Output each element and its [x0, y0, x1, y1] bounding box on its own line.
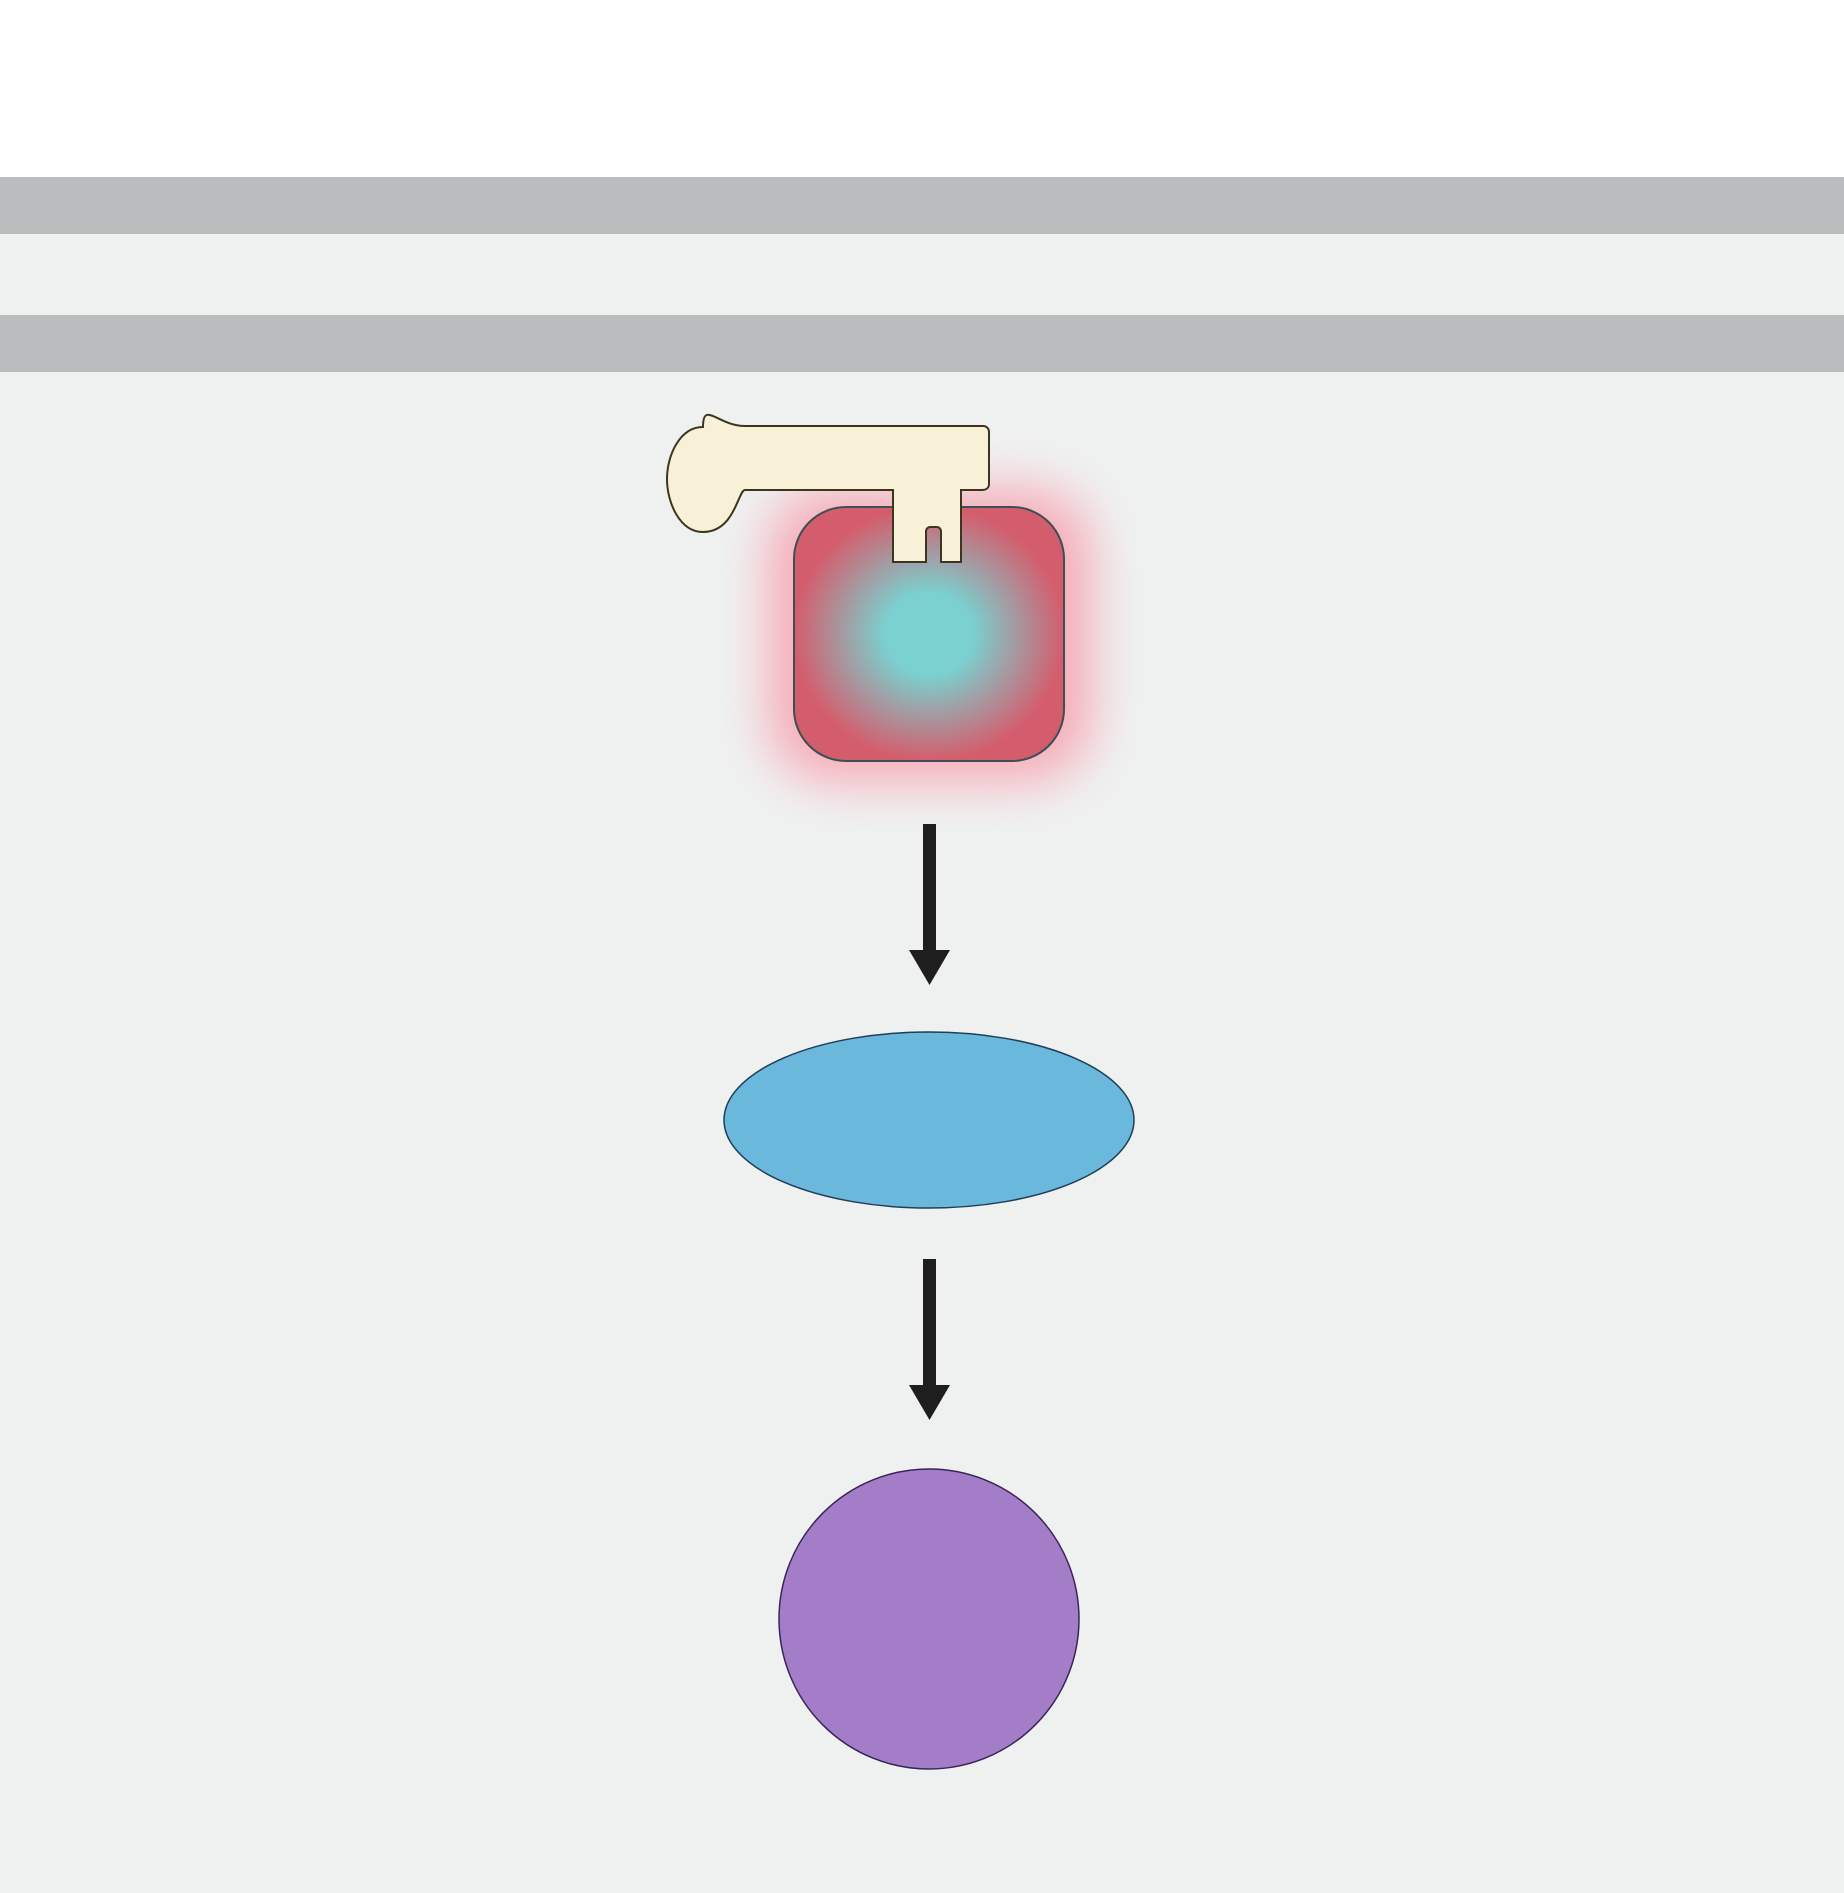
- membrane-band-upper: [0, 177, 1844, 234]
- membrane-band-lower: [0, 315, 1844, 372]
- key-icon: [665, 413, 990, 563]
- down-arrow-icon: [909, 1259, 950, 1420]
- key-shape: [665, 413, 990, 563]
- receptor-body: [793, 506, 1065, 762]
- ellipse-node: [723, 1031, 1135, 1209]
- circle-node: [778, 1468, 1080, 1770]
- receptor-icon: [770, 490, 1090, 780]
- down-arrow-icon: [909, 824, 950, 985]
